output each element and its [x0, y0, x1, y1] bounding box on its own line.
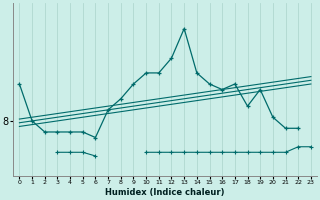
X-axis label: Humidex (Indice chaleur): Humidex (Indice chaleur)	[105, 188, 225, 197]
